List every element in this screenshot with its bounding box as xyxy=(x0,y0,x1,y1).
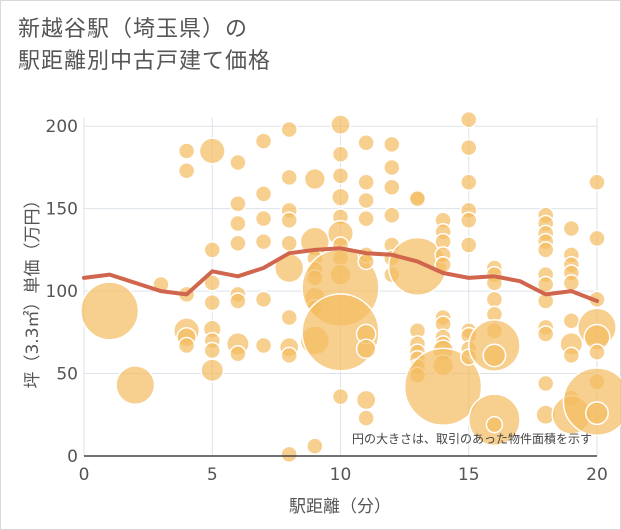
bubble-point-142 xyxy=(588,173,606,192)
bubble-point-75 xyxy=(383,206,401,225)
bubble-point-124 xyxy=(536,241,555,259)
bubble-point-32 xyxy=(280,168,298,187)
bubble-series xyxy=(80,110,621,464)
bubble-point-27 xyxy=(254,209,273,228)
bubble-point-143 xyxy=(588,229,606,248)
bubble-point-74 xyxy=(383,178,401,196)
bubble-point-37 xyxy=(280,308,298,327)
x-axis-ticks: 0 5 10 15 20 xyxy=(79,465,608,485)
bubble-point-150 xyxy=(585,401,609,426)
bubble-point-49 xyxy=(306,437,324,455)
bubble-point-80 xyxy=(408,190,427,208)
bubble-point-31 xyxy=(280,120,298,139)
bubble-point-3 xyxy=(177,142,196,160)
y-axis-ticks: 0 50 100 150 200 xyxy=(46,117,78,467)
bubble-point-70 xyxy=(355,389,377,411)
bubble-point-35 xyxy=(280,234,298,253)
bubble-point-61 xyxy=(331,387,350,406)
bubble-point-137 xyxy=(562,312,581,330)
bubble-point-22 xyxy=(229,292,247,310)
bubble-point-8 xyxy=(177,336,196,355)
bubble-point-101 xyxy=(460,138,478,157)
y-tick-label-0: 0 xyxy=(67,447,78,467)
bubble-point-40 xyxy=(280,445,298,464)
bubble-point-149 xyxy=(562,367,621,436)
chart-title-line2: 駅距離別中古戸建て価格 xyxy=(18,49,272,74)
bubble-point-100 xyxy=(460,110,478,129)
x-tick-label-3: 15 xyxy=(458,465,480,485)
bubble-point-28 xyxy=(254,232,273,251)
y-tick-label-2: 100 xyxy=(46,282,78,302)
bubble-point-30 xyxy=(254,336,273,355)
bubble-point-104 xyxy=(460,211,478,229)
bubble-point-67 xyxy=(357,252,375,271)
chart-title: 新越谷駅（埼玉県）の 駅距離別中古戸建て価格 xyxy=(18,14,271,78)
bubble-point-29 xyxy=(254,290,273,309)
bubble-point-15 xyxy=(203,341,221,360)
bubble-point-39 xyxy=(280,346,298,365)
bubble-point-4 xyxy=(177,162,196,180)
bubble-point-62 xyxy=(357,133,375,152)
y-tick-label-3: 150 xyxy=(46,200,78,220)
y-axis-title: 坪（3.3㎡）単価（万円） xyxy=(23,191,43,388)
bubble-point-1 xyxy=(115,365,156,406)
bubble-point-34 xyxy=(280,211,298,229)
bubble-point-119 xyxy=(485,415,504,434)
x-tick-label-1: 5 xyxy=(207,465,218,485)
bubble-point-25 xyxy=(254,132,273,150)
bubble-point-147 xyxy=(588,343,606,361)
chart-title-line1: 新越谷駅（埼玉県）の xyxy=(18,17,249,42)
bubble-point-52 xyxy=(331,166,350,185)
bubble-point-102 xyxy=(460,173,478,192)
bubble-point-11 xyxy=(203,274,221,292)
bubble-point-65 xyxy=(357,209,375,228)
bubble-point-73 xyxy=(383,158,401,177)
bubble-point-136 xyxy=(562,274,581,292)
bubble-point-41 xyxy=(303,167,327,191)
bubble-point-19 xyxy=(229,214,247,233)
bubble-point-69 xyxy=(355,338,377,360)
bubble-point-50 xyxy=(330,114,351,135)
y-tick-label-4: 200 xyxy=(46,117,78,137)
bubble-point-24 xyxy=(229,345,247,363)
bubble-point-17 xyxy=(229,153,247,172)
y-tick-label-1: 50 xyxy=(56,365,78,385)
bubble-point-105 xyxy=(460,236,478,254)
size-note: 円の大きさは、取引のあった物件面積を示す xyxy=(352,431,592,446)
bubble-point-117 xyxy=(482,343,507,368)
x-axis-title: 駅距離（分） xyxy=(289,497,391,517)
bubble-point-20 xyxy=(229,234,247,253)
bubble-point-99 xyxy=(403,347,483,426)
bubble-point-9 xyxy=(198,137,226,165)
bubble-point-132 xyxy=(562,219,581,238)
bubble-point-113 xyxy=(485,290,504,309)
bubble-point-63 xyxy=(357,173,375,192)
bubble-point-26 xyxy=(254,185,273,203)
bubble-point-71 xyxy=(357,409,375,427)
bubble-point-130 xyxy=(536,374,555,393)
bubble-point-64 xyxy=(357,191,375,210)
bubble-point-129 xyxy=(536,325,555,343)
x-tick-label-4: 20 xyxy=(586,465,608,485)
bubble-point-51 xyxy=(331,145,350,164)
bubble-point-18 xyxy=(229,194,247,213)
bubble-point-16 xyxy=(200,358,225,383)
bubble-point-53 xyxy=(330,187,351,207)
x-tick-label-2: 10 xyxy=(330,465,352,485)
bubble-point-139 xyxy=(562,346,581,365)
bubble-point-10 xyxy=(203,241,221,259)
bubble-point-72 xyxy=(383,135,401,154)
bubble-point-12 xyxy=(203,293,221,312)
bubble-point-0 xyxy=(80,281,140,341)
x-tick-label-0: 0 xyxy=(79,465,90,485)
trend-line xyxy=(82,246,599,303)
